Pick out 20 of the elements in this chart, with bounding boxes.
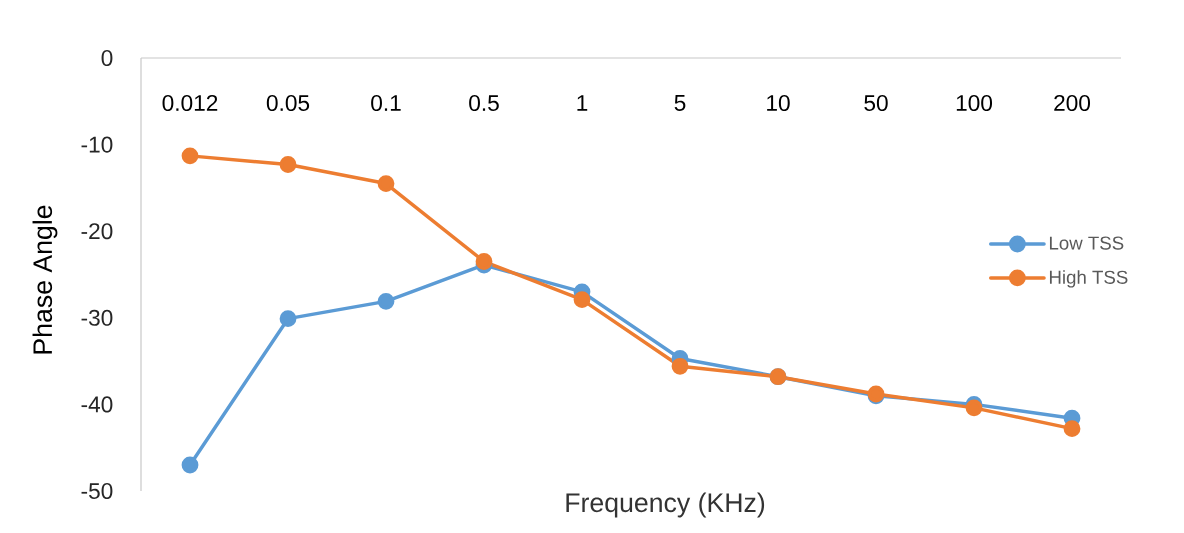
y-tick-label: -10 <box>81 136 113 153</box>
legend-label: Low TSS <box>1049 236 1124 250</box>
y-axis-title: Phase Angle <box>32 205 58 354</box>
y-tick-label: 0 <box>101 49 113 67</box>
y-tick-label: -40 <box>81 396 113 413</box>
y-tick-label: -50 <box>81 482 113 500</box>
x-tick-label: 0.1 <box>371 94 401 112</box>
x-tick-label: 0.05 <box>266 94 310 112</box>
y-tick-label: -20 <box>81 223 113 240</box>
x-tick-label: 50 <box>864 94 888 112</box>
x-tick-label: 0.5 <box>469 94 499 112</box>
x-tick-label: 100 <box>956 94 993 112</box>
y-tick-label: -30 <box>81 309 113 326</box>
x-tick-label: 0.012 <box>162 94 218 112</box>
legend-label: High TSS <box>1049 270 1128 288</box>
x-tick-label: 10 <box>767 94 790 112</box>
x-tick-label: 5 <box>674 95 686 111</box>
x-axis-title: Frequency (KHz) <box>566 492 765 518</box>
x-tick-label: 200 <box>1054 94 1091 112</box>
x-tick-label: 1 <box>577 95 588 111</box>
